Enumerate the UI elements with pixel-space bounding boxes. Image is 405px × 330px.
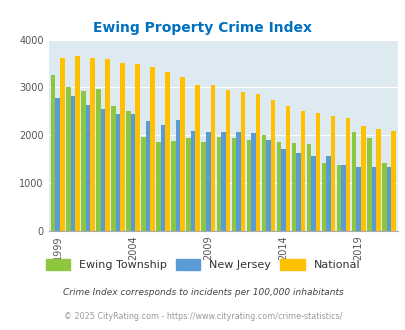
Legend: Ewing Township, New Jersey, National: Ewing Township, New Jersey, National (41, 255, 364, 275)
Bar (141, 137, 145, 231)
Bar (175, 120, 180, 231)
Bar (315, 113, 320, 231)
Bar (266, 140, 270, 231)
Bar (251, 133, 255, 231)
Bar (351, 132, 356, 231)
Bar (276, 143, 281, 231)
Bar (201, 143, 205, 231)
Bar (306, 144, 311, 231)
Bar (291, 143, 296, 231)
Bar (375, 129, 379, 231)
Bar (145, 121, 150, 231)
Bar (270, 100, 275, 231)
Bar (386, 167, 390, 231)
Bar (341, 165, 345, 231)
Bar (311, 156, 315, 231)
Bar (66, 87, 70, 231)
Bar (326, 156, 330, 231)
Bar (171, 141, 175, 231)
Bar (100, 109, 105, 231)
Bar (381, 163, 386, 231)
Bar (130, 114, 135, 231)
Bar (205, 132, 210, 231)
Bar (236, 132, 240, 231)
Bar (366, 138, 371, 231)
Bar (240, 92, 245, 231)
Bar (180, 77, 184, 231)
Bar (330, 116, 335, 231)
Bar (70, 96, 75, 231)
Bar (336, 165, 341, 231)
Bar (225, 90, 230, 231)
Bar (156, 142, 160, 231)
Bar (210, 85, 215, 231)
Bar (126, 112, 130, 231)
Bar (150, 67, 154, 231)
Bar (90, 58, 94, 231)
Bar (81, 91, 85, 231)
Bar (190, 131, 195, 231)
Bar (255, 94, 260, 231)
Bar (111, 106, 115, 231)
Bar (96, 89, 100, 231)
Text: Ewing Property Crime Index: Ewing Property Crime Index (93, 21, 312, 35)
Bar (390, 130, 394, 231)
Bar (160, 125, 165, 231)
Bar (105, 59, 109, 231)
Bar (360, 126, 364, 231)
Bar (216, 137, 220, 231)
Bar (261, 135, 266, 231)
Text: Crime Index corresponds to incidents per 100,000 inhabitants: Crime Index corresponds to incidents per… (62, 287, 343, 297)
Bar (51, 76, 55, 231)
Bar (195, 85, 200, 231)
Bar (285, 106, 290, 231)
Bar (55, 98, 60, 231)
Bar (345, 117, 350, 231)
Bar (231, 138, 236, 231)
Bar (371, 167, 375, 231)
Text: © 2025 CityRating.com - https://www.cityrating.com/crime-statistics/: © 2025 CityRating.com - https://www.city… (64, 312, 341, 321)
Bar (220, 132, 225, 231)
Bar (165, 72, 169, 231)
Bar (115, 114, 120, 231)
Bar (85, 105, 90, 231)
Bar (296, 153, 300, 231)
Bar (186, 138, 190, 231)
Bar (75, 56, 79, 231)
Bar (300, 112, 305, 231)
Bar (60, 58, 64, 231)
Bar (321, 163, 326, 231)
Bar (356, 167, 360, 231)
Bar (120, 63, 124, 231)
Bar (246, 140, 251, 231)
Bar (281, 149, 285, 231)
Bar (135, 64, 139, 231)
